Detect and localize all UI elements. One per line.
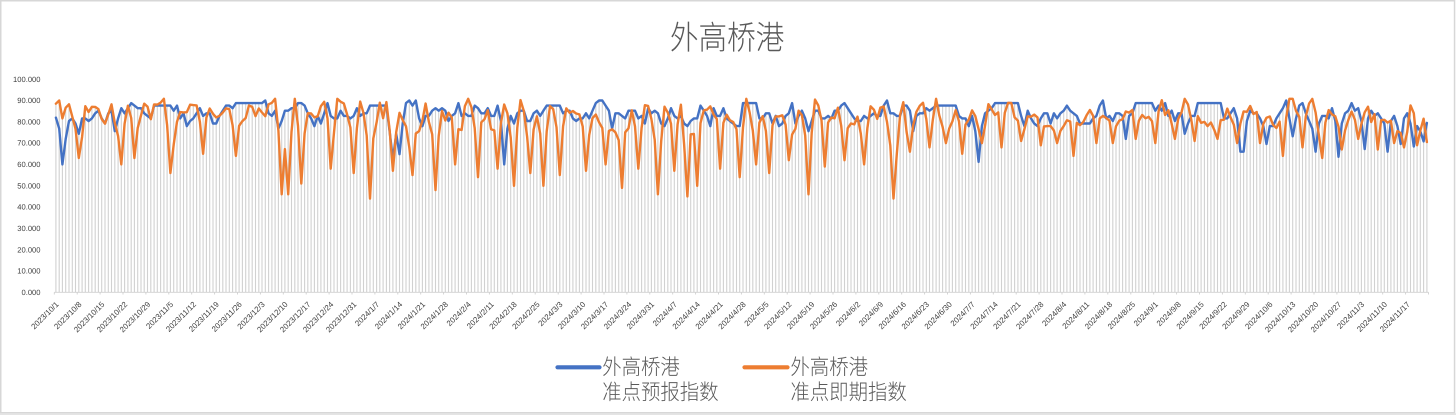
svg-text:30.000: 30.000 [17,224,40,233]
svg-text:70.000: 70.000 [17,139,40,148]
svg-text:90.000: 90.000 [17,96,40,105]
svg-text:100.000: 100.000 [13,75,40,84]
svg-text:50.000: 50.000 [17,181,40,190]
svg-text:60.000: 60.000 [17,160,40,169]
svg-text:80.000: 80.000 [17,117,40,126]
svg-text:40.000: 40.000 [17,203,40,212]
svg-text:10.000: 10.000 [17,267,40,276]
svg-text:20.000: 20.000 [17,245,40,254]
svg-text:0.000: 0.000 [21,288,40,297]
